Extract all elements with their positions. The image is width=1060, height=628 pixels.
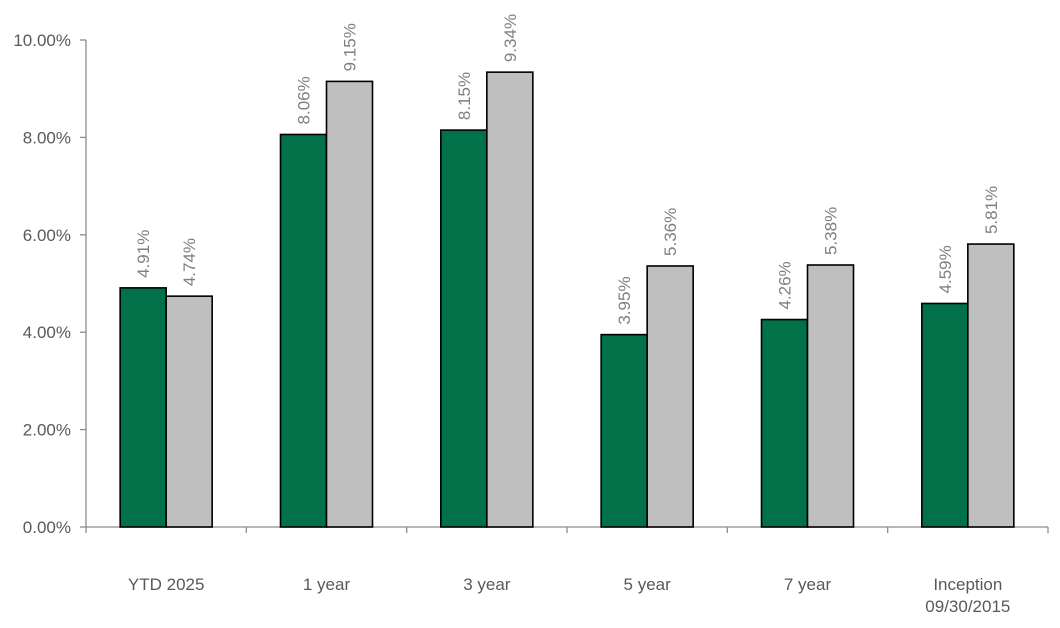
y-tick-label: 10.00% [13,31,71,50]
bar-series-2-1 [165,295,213,528]
bar-series-1-3 [440,129,488,528]
category-label: Inception [933,575,1002,594]
bar-series-2-6 [967,243,1015,528]
data-label-series-2-2: 9.15% [341,23,360,71]
data-label-series-1-3: 8.15% [455,72,474,120]
data-labels: 4.91% 8.06% 8.15% 3.95% 4.26% 4.59% 4.74% 9.15%… [134,14,1001,325]
data-label-series-1-6: 4.59% [936,245,955,293]
y-tick-label: 4.00% [23,323,71,342]
data-label-series-2-5: 5.38% [822,207,841,255]
category-label: 1 year [303,575,351,594]
x-axis [85,526,1049,533]
data-label-series-1-2: 8.06% [295,76,314,124]
bar-series-1-1 [119,287,167,528]
bar-series-1-6 [921,302,969,528]
y-tick-label: 0.00% [23,518,71,537]
bars [119,71,1015,528]
data-label-series-2-1: 4.74% [180,238,199,286]
category-label: YTD 2025 [128,575,205,594]
y-tick-label: 2.00% [23,421,71,440]
bar-series-2-3 [486,71,534,528]
data-label-series-1-5: 4.26% [776,261,795,309]
bar-series-2-5 [806,264,855,528]
data-label-series-2-3: 9.34% [501,14,520,62]
bar-series-1-4 [600,333,648,528]
bar-series-2-2 [325,80,374,528]
data-label-series-2-4: 5.36% [661,208,680,256]
category-labels: YTD 2025 1 year 3 year 5 year 7 year Inceptio… [128,575,1010,616]
y-tick-label: 6.00% [23,226,71,245]
data-label-series-1-1: 4.91% [134,230,153,278]
y-axis: 0.00% 2.00% 4.00% 6.00% 8.00% 10.00% [13,31,87,537]
category-label: 5 year [624,575,672,594]
bar-series-1-2 [279,133,328,528]
category-label: 3 year [463,575,511,594]
category-label: 09/30/2015 [925,597,1010,616]
bar-series-1-5 [760,318,809,528]
y-tick-label: 8.00% [23,128,71,147]
bar-series-2-4 [646,265,694,528]
category-label: 7 year [784,575,832,594]
data-label-series-2-6: 5.81% [982,186,1001,234]
data-label-series-1-4: 3.95% [615,276,634,324]
